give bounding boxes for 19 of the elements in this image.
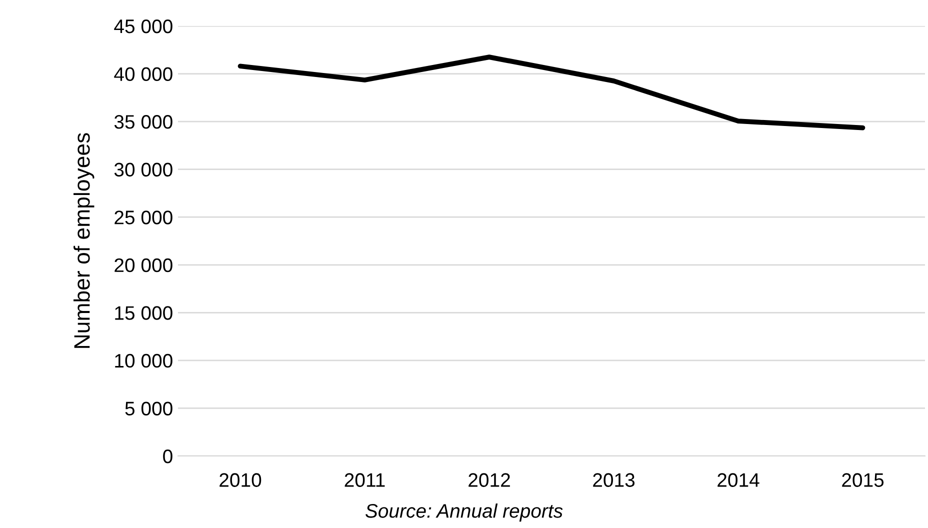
y-tick-label: 40 000 [114, 67, 172, 82]
y-tick-label: 15 000 [115, 306, 172, 320]
x-tick-label: 2013 [593, 473, 635, 487]
x-tick-label: 2010 [220, 473, 262, 487]
x-tick-label: 2014 [718, 473, 760, 487]
y-tick-label: 5 000 [125, 402, 172, 416]
y-tick-label: 45 000 [114, 19, 172, 34]
source-note: Source: Annual reports [365, 504, 563, 522]
y-tick-label: 30 000 [114, 162, 172, 177]
x-tick-label: 2011 [344, 473, 385, 487]
y-tick-label: 0 [163, 449, 172, 464]
y-tick-label: 35 000 [114, 115, 172, 129]
y-axis-title: Number of employees [74, 133, 94, 348]
y-tick-label: 25 000 [114, 210, 172, 224]
line-series [238, 54, 866, 130]
x-tick-label: 2015 [842, 473, 884, 487]
x-tick-label: 2012 [468, 473, 510, 487]
y-tick-label: 20 000 [114, 258, 172, 272]
y-tick-label: 10 000 [115, 354, 172, 368]
